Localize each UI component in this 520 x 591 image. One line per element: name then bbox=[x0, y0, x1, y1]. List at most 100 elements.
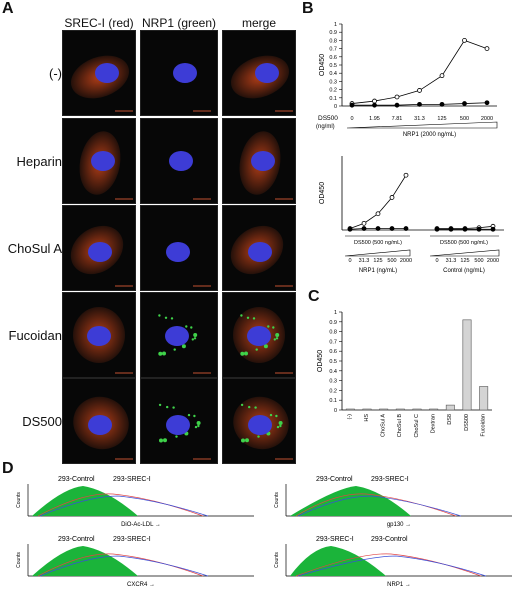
x-tick-label: ChoSul C bbox=[414, 414, 420, 438]
data-point bbox=[372, 102, 377, 108]
col-header-nrp1: NRP1 (green) bbox=[141, 16, 217, 30]
control-histogram-fill bbox=[32, 546, 138, 576]
histogram-label-b: 293-SREC-I bbox=[113, 476, 151, 483]
x-tick-label: 2000 bbox=[481, 116, 493, 122]
data-point bbox=[375, 211, 381, 217]
bar bbox=[379, 408, 389, 411]
micrograph-nrp1 bbox=[140, 205, 218, 291]
tick-label: 0.1 bbox=[329, 96, 337, 102]
histogram-label-a: 293-Control bbox=[316, 476, 353, 483]
tick-label: 0.2 bbox=[329, 388, 337, 394]
tick-label: 0.2 bbox=[329, 88, 337, 94]
tick-label: 0.8 bbox=[329, 38, 337, 44]
panel-c-bar-chart: 0 0.1 0.2 0.3 0.4 0.5 0.6 0.7 0.8 0.9 1 OD450 (-) HS C… bbox=[317, 310, 492, 438]
y-axis-label: Counts bbox=[274, 492, 280, 508]
srec-histogram-blue bbox=[39, 495, 209, 517]
tick-label: 0 bbox=[334, 104, 337, 110]
x-tick-label: 125 bbox=[437, 116, 446, 122]
ds-unit: (ng/ml) bbox=[316, 124, 335, 130]
micrograph-srec bbox=[62, 30, 136, 116]
data-point bbox=[462, 101, 467, 106]
data-point bbox=[448, 226, 454, 232]
row-label: ChoSul A bbox=[7, 241, 62, 256]
panel-b-bottom-chart: OD450 DS500 (500 ng/mL) DS500 (500 ng/mL) 0… bbox=[319, 156, 504, 274]
bar bbox=[412, 408, 422, 411]
micrograph-nrp1 bbox=[140, 118, 218, 204]
tick-label: 0.8 bbox=[329, 330, 337, 336]
histogram-label-b: 293-SREC-I bbox=[113, 536, 151, 543]
y-axis-label: Counts bbox=[274, 552, 280, 568]
gradient-wedge bbox=[429, 249, 500, 257]
data-point bbox=[394, 94, 400, 100]
micrograph-srec bbox=[62, 205, 136, 291]
data-point bbox=[375, 226, 381, 231]
tick-label: 0.7 bbox=[329, 47, 337, 53]
bar bbox=[429, 408, 439, 411]
row-label: Fucoidan bbox=[8, 328, 62, 343]
data-point bbox=[439, 73, 445, 79]
bar bbox=[479, 386, 489, 411]
data-point bbox=[403, 172, 409, 178]
x-tick-label: Dextran bbox=[431, 414, 437, 433]
x-tick-label: 31.3 bbox=[359, 258, 370, 264]
x-tick-label: 0 bbox=[350, 116, 353, 122]
bar bbox=[462, 319, 472, 411]
tick-label: 0.4 bbox=[329, 369, 337, 375]
x-tick-label: (-) bbox=[347, 414, 353, 420]
tick-label: 0.4 bbox=[329, 71, 337, 77]
x-tick-label: 500 bbox=[474, 258, 483, 264]
row-label: Heparin bbox=[16, 154, 62, 169]
histogram-marker-label: gp130 → bbox=[387, 522, 411, 528]
x-tick-label: 125 bbox=[373, 258, 382, 264]
x-tick-label: Fucoidan bbox=[481, 414, 487, 437]
histogram-label-b: 293-Control bbox=[371, 536, 408, 543]
bar bbox=[395, 408, 405, 411]
data-point bbox=[361, 220, 367, 226]
y-axis-label: OD450 bbox=[317, 350, 324, 372]
histogram-label-a: 293-SREC-I bbox=[316, 536, 354, 543]
tick-label: 1 bbox=[334, 22, 337, 28]
data-point bbox=[349, 102, 355, 108]
histogram: Counts 293-Control 293-SREC-I CXCR4 → bbox=[16, 536, 254, 588]
tick-label: 0.9 bbox=[329, 320, 337, 326]
y-axis-label: Counts bbox=[16, 492, 22, 508]
micrograph-merge bbox=[222, 118, 296, 204]
data-point bbox=[417, 88, 422, 93]
micrograph-nrp1 bbox=[140, 292, 218, 378]
x-tick-label: 2000 bbox=[400, 258, 412, 264]
col-header-merge: merge bbox=[241, 16, 276, 30]
micrograph-merge bbox=[222, 378, 296, 464]
micrograph-srec bbox=[62, 292, 136, 378]
col-header-srec: SREC-I (red) bbox=[64, 16, 134, 30]
x-tick-label: 2000 bbox=[487, 258, 499, 264]
data-point bbox=[394, 102, 400, 108]
x-tick-label: 1.95 bbox=[369, 116, 380, 122]
histogram-label-a: 293-Control bbox=[58, 536, 95, 543]
tick-label: 0.6 bbox=[329, 349, 337, 355]
data-point bbox=[490, 226, 496, 232]
x-tick-label: DS8 bbox=[447, 414, 453, 425]
tick-label: 0.6 bbox=[329, 55, 337, 61]
x-tick-label: ChoSul A bbox=[381, 414, 387, 437]
x-tick-label: 7.81 bbox=[392, 116, 403, 122]
micrograph-merge bbox=[222, 292, 296, 378]
tick-label: 1 bbox=[334, 310, 337, 316]
tick-label: 0.9 bbox=[329, 30, 337, 36]
data-point bbox=[462, 37, 467, 43]
histogram: Counts 293-Control 293-SREC-I DiO-Ac-LDL → bbox=[16, 476, 254, 528]
data-point bbox=[434, 226, 440, 232]
tick-label: 0.1 bbox=[329, 398, 337, 404]
x-axis-label: NRP1 (ng/mL) bbox=[359, 268, 397, 274]
micrograph-nrp1 bbox=[140, 30, 218, 116]
histogram: Counts 293-SREC-I 293-Control NRP1 → bbox=[274, 536, 512, 588]
histogram-label-a: 293-Control bbox=[58, 476, 95, 483]
y-axis-label: OD450 bbox=[319, 182, 326, 204]
row-label: (-) bbox=[49, 66, 62, 81]
x-tick-label: DS500 bbox=[464, 414, 470, 431]
series-line bbox=[351, 39, 488, 104]
tick-label: 0.3 bbox=[329, 379, 337, 385]
x-tick-label: ChoSul B bbox=[397, 414, 403, 438]
tick-label: 0 bbox=[334, 408, 337, 414]
control-histogram-fill bbox=[290, 546, 386, 576]
micrograph-merge bbox=[222, 205, 296, 291]
